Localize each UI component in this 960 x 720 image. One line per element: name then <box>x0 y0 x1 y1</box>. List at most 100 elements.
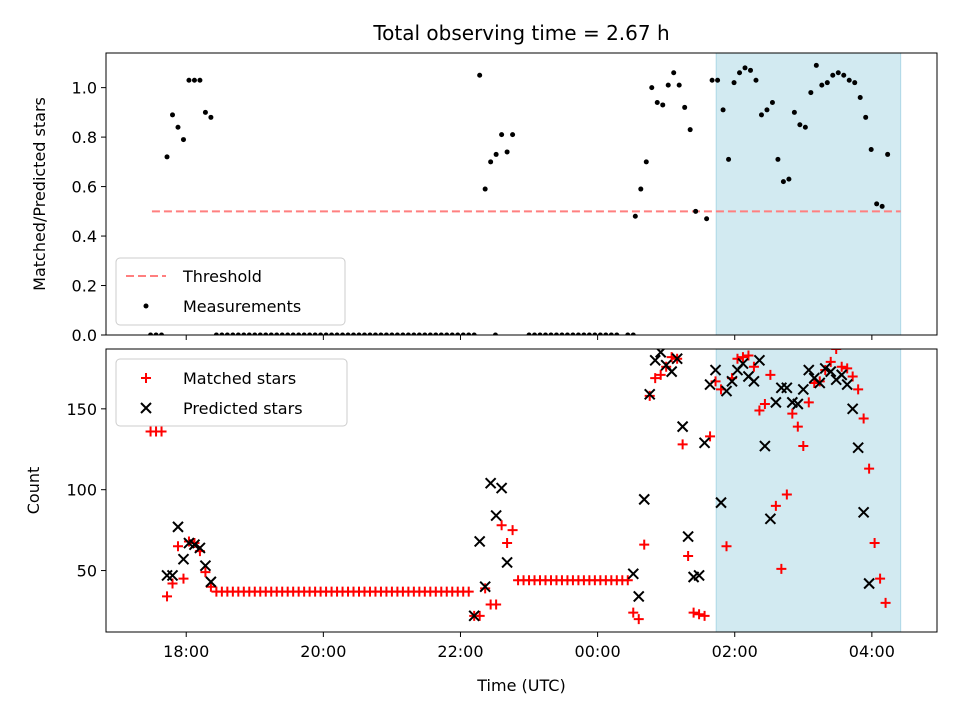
data-point <box>671 70 677 76</box>
data-point <box>649 85 655 91</box>
data-point-x <box>468 610 480 622</box>
data-point-plus <box>205 581 216 592</box>
data-point <box>153 332 159 335</box>
data-point <box>808 90 814 96</box>
shaded-span <box>716 53 901 335</box>
y-tick-label: 0.8 <box>72 128 97 147</box>
data-point <box>329 332 335 335</box>
data-point <box>345 332 351 335</box>
data-point-plus <box>677 439 688 450</box>
data-point-x <box>693 569 705 582</box>
data-point <box>852 80 858 86</box>
data-point-x <box>473 535 486 548</box>
data-point-plus <box>633 614 644 625</box>
data-point <box>758 112 764 118</box>
data-point <box>213 332 219 335</box>
data-point <box>526 332 532 335</box>
data-point-plus <box>858 413 869 424</box>
data-point-plus <box>869 538 880 549</box>
data-point-plus <box>864 463 875 474</box>
data-point-plus <box>661 361 672 372</box>
data-point-x <box>638 493 650 506</box>
data-point-x <box>490 509 502 522</box>
plot-area-0 <box>148 53 902 335</box>
data-point <box>802 124 808 130</box>
data-point <box>726 156 732 162</box>
x-tick-label: 22:00 <box>437 642 483 661</box>
data-point <box>786 176 792 182</box>
data-point-plus <box>688 607 699 618</box>
legend-predicted-swatch <box>140 402 152 414</box>
axes-frame <box>105 348 938 633</box>
data-point <box>737 70 743 76</box>
data-point <box>693 208 699 214</box>
data-point <box>312 332 318 335</box>
data-point <box>400 332 406 335</box>
y-tick-label: 100 <box>66 481 97 500</box>
data-point <box>378 332 384 335</box>
data-point <box>581 332 587 335</box>
data-point <box>224 332 230 335</box>
data-point <box>564 332 570 335</box>
data-point <box>471 332 477 335</box>
bottom-y-axis-label: Count <box>24 467 43 515</box>
y-tick-label: 50 <box>77 562 97 581</box>
data-point-x <box>819 362 831 375</box>
data-point-plus <box>639 539 650 550</box>
y-tick-label: 1.0 <box>72 79 97 98</box>
data-point-plus <box>200 567 211 578</box>
data-point-x <box>484 477 497 489</box>
data-point <box>422 332 428 335</box>
data-point-plus <box>496 520 507 531</box>
data-point <box>885 151 891 157</box>
data-point <box>246 332 252 335</box>
data-point <box>301 332 307 335</box>
data-point-x <box>501 556 513 569</box>
x-tick-label: 04:00 <box>849 642 895 661</box>
data-point <box>537 332 543 335</box>
data-point <box>175 124 181 130</box>
data-point <box>835 70 841 76</box>
data-point <box>553 332 559 335</box>
x-tick-label: 02:00 <box>712 642 758 661</box>
legend-matched-swatch <box>141 373 151 383</box>
data-point <box>720 107 726 113</box>
data-point <box>208 114 214 120</box>
data-point <box>274 332 280 335</box>
data-point-plus <box>847 371 858 382</box>
data-point-plus <box>502 538 513 549</box>
data-point <box>575 332 581 335</box>
series-predicted-stars <box>161 349 875 622</box>
data-point <box>559 332 565 335</box>
data-point <box>230 332 236 335</box>
data-point-x <box>479 581 491 593</box>
data-point-x <box>835 369 848 381</box>
data-point <box>367 332 373 335</box>
data-point <box>797 122 803 128</box>
legend-box <box>115 358 348 427</box>
data-point <box>630 332 636 335</box>
data-point <box>411 332 417 335</box>
data-point-plus <box>655 369 666 380</box>
data-point-plus <box>162 591 173 602</box>
data-point <box>632 213 638 219</box>
data-point <box>603 332 609 335</box>
data-point-x <box>177 553 190 565</box>
data-point <box>383 332 389 335</box>
data-point-plus <box>694 609 705 620</box>
legend-matched-label: Matched stars <box>183 369 296 388</box>
y-tick-label: 150 <box>66 400 97 419</box>
legend-predicted-label: Predicted stars <box>183 399 303 418</box>
x-tick-label: 00:00 <box>575 642 621 661</box>
data-point <box>660 102 666 108</box>
data-point <box>676 82 682 88</box>
data-point-plus <box>792 421 803 432</box>
x-axis-label: Time (UTC) <box>476 676 565 695</box>
data-point-x <box>841 378 853 391</box>
data-point-x <box>863 577 875 590</box>
legend-measurements-label: Measurements <box>183 297 301 316</box>
axes-frame <box>105 52 938 336</box>
data-point-x <box>654 349 667 358</box>
data-point <box>334 332 340 335</box>
